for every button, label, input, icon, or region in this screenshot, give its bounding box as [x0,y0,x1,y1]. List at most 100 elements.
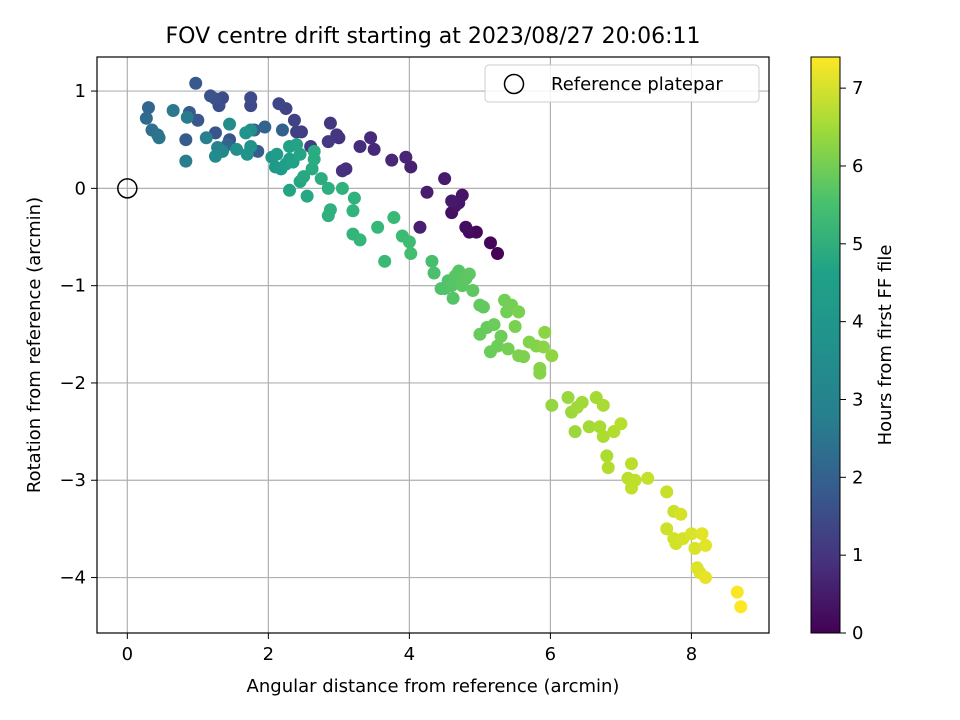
data-point [561,391,575,405]
data-point [582,420,596,434]
data-point [427,266,441,280]
data-point [314,172,328,186]
legend-marker-open-circle [503,73,525,95]
x-tick-label: 0 [122,644,133,665]
data-point [141,101,155,115]
data-point [404,160,418,174]
data-point [624,457,638,471]
data-point [378,254,392,268]
x-axis-ticks: 0 2 4 6 8 [122,633,697,665]
data-point [152,131,166,145]
colorbar [810,56,841,634]
x-tick-label: 4 [404,644,415,665]
data-point [445,194,459,208]
data-point [293,147,307,161]
colorbar-tick-label: 1 [852,545,863,566]
colorbar-tick-label: 0 [852,623,863,644]
data-point [596,429,610,443]
legend-label: Reference platepar [551,74,723,95]
data-point [166,104,180,118]
data-point [420,185,434,199]
data-point [487,318,501,332]
data-point [600,449,614,463]
data-point [684,527,698,541]
data-point [230,142,244,156]
data-point [290,125,304,139]
data-point [385,153,399,167]
data-point [438,172,452,186]
data-point [297,170,311,184]
data-point [614,417,628,431]
x-tick-label: 6 [545,644,556,665]
data-point [512,305,526,319]
data-point [399,150,413,164]
data-point [413,220,427,234]
data-point [335,181,349,195]
data-point [199,131,213,145]
data-point [660,522,674,536]
chart-title: FOV centre drift starting at 2023/08/27 … [166,24,701,49]
y-tick-label: −4 [59,568,86,589]
data-point [533,366,547,380]
data-point [462,267,476,281]
y-tick-label: −1 [59,276,86,297]
data-point [275,123,289,137]
grid-lines [97,57,769,633]
data-point [536,340,550,354]
data-point [699,538,713,552]
data-point [239,126,253,140]
x-axis-label: Angular distance from reference (arcmin) [247,676,620,697]
y-tick-label: 0 [75,178,86,199]
data-point [244,140,258,154]
data-point [364,131,378,145]
data-point [459,220,473,234]
data-point [371,220,385,234]
data-point [466,284,480,298]
data-point [387,211,401,225]
data-point [568,425,582,439]
colorbar-ticks: 0 1 2 3 4 5 6 7 [840,78,863,644]
data-point [139,111,153,125]
legend-box [484,64,760,103]
data-point [660,485,674,499]
data-point [575,395,589,409]
colorbar-tick-label: 6 [852,156,863,177]
colorbar-tick-label: 5 [852,234,863,255]
data-point [353,233,367,247]
data-point [508,320,522,334]
data-point [283,183,297,197]
data-point [346,204,360,218]
data-point [688,541,702,555]
colorbar-tick-label: 2 [852,467,863,488]
y-tick-label: −3 [59,470,86,491]
data-point [305,162,319,176]
y-tick-label: 1 [75,81,86,102]
data-point [483,236,497,250]
data-point [601,461,615,475]
data-point [730,585,744,599]
data-point [223,117,237,131]
data-point [494,329,508,343]
data-point [596,398,610,412]
data-point [641,471,655,485]
x-tick-label: 8 [686,644,697,665]
scatter-points [139,76,748,614]
data-point [244,91,258,105]
data-point [321,181,335,195]
colorbar-tick-label: 4 [852,312,863,333]
data-point [180,110,194,124]
data-point [189,76,203,90]
data-point [335,164,349,178]
data-point [307,144,321,158]
data-point [367,142,381,156]
colorbar-label: Hours from first FF file [875,245,896,446]
colorbar-tick-label: 3 [852,389,863,410]
data-point [425,254,439,268]
data-point [695,527,709,541]
data-point [628,473,642,487]
y-axis-ticks: 1 0 −1 −2 −3 −4 [59,81,97,589]
y-tick-label: −2 [59,373,86,394]
data-point [270,147,284,161]
data-point [323,203,337,217]
data-point [300,189,314,203]
